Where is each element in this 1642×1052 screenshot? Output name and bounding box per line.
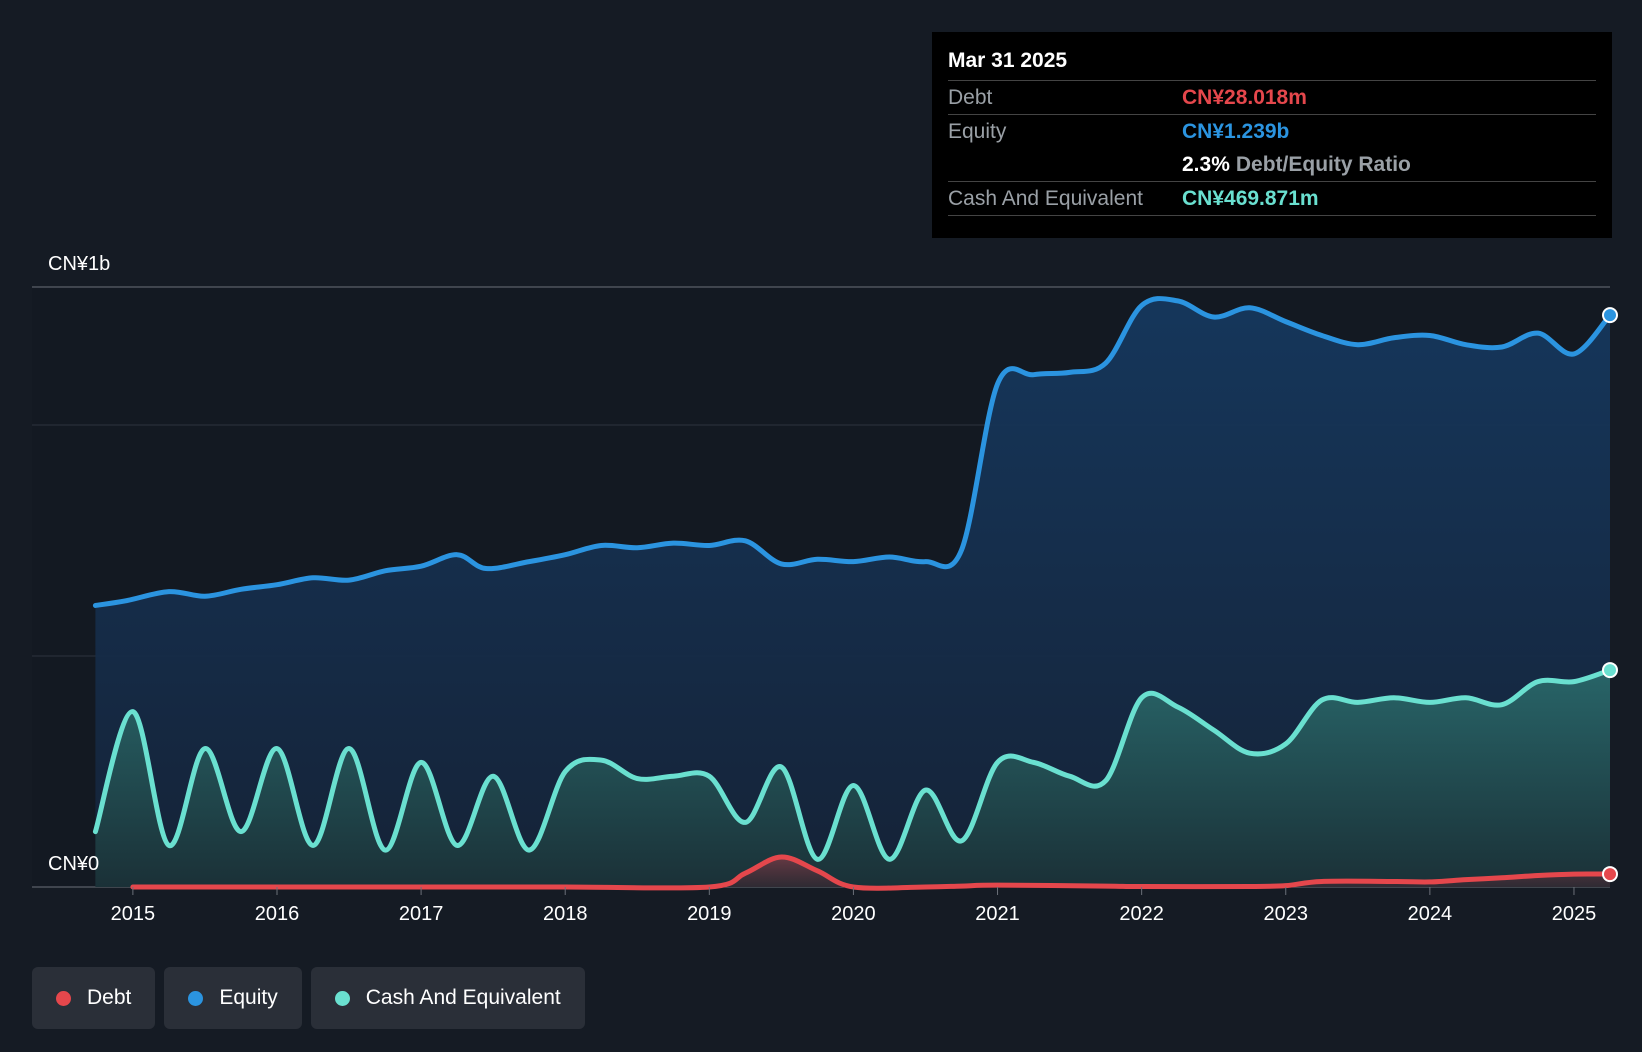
series-lines xyxy=(92,296,1613,891)
end-markers xyxy=(1602,307,1618,883)
x-tick-label: 2022 xyxy=(1119,903,1164,925)
y-axis-bottom-label: CN¥0 xyxy=(48,853,99,875)
tooltip-cash-label: Cash And Equivalent xyxy=(948,187,1143,210)
tooltip-ratio-value: 2.3% xyxy=(1182,153,1230,176)
legend-item-cash[interactable]: Cash And Equivalent xyxy=(310,967,585,1029)
equity-dot-icon xyxy=(188,990,204,1006)
equity-end-marker[interactable] xyxy=(1602,307,1618,324)
legend-label-equity: Equity xyxy=(219,986,278,1009)
debt-area xyxy=(132,856,1610,889)
chart-legend: Debt Equity Cash And Equivalent xyxy=(32,967,585,1029)
x-tick-label: 2025 xyxy=(1552,903,1597,925)
legend-item-equity[interactable]: Equity xyxy=(164,967,302,1029)
data-tooltip: Mar 31 2025 Debt CN¥28.018m Equity CN¥1.… xyxy=(932,32,1612,238)
tooltip-debt-value: CN¥28.018m xyxy=(1182,86,1307,109)
x-tick-label: 2016 xyxy=(255,903,300,925)
tooltip-cash-value: CN¥469.871m xyxy=(1182,187,1319,210)
legend-label-debt: Debt xyxy=(87,986,132,1009)
tooltip-date: Mar 31 2025 xyxy=(948,46,1596,81)
tooltip-equity-value: CN¥1.239b xyxy=(1182,120,1290,143)
x-tick-label: 2018 xyxy=(543,903,588,925)
x-tick-label: 2015 xyxy=(111,903,156,925)
debt-line xyxy=(130,854,1613,891)
tooltip-ratio-label: Debt/Equity Ratio xyxy=(1235,153,1411,176)
tooltip-debt-label: Debt xyxy=(948,86,993,109)
x-tick-label: 2021 xyxy=(975,903,1020,925)
tooltip-debt-row: Debt CN¥28.018m xyxy=(948,81,1596,115)
cash-line xyxy=(92,667,1613,862)
tooltip-cash-row: Cash And Equivalent CN¥469.871m xyxy=(948,182,1596,216)
x-tick-label: 2024 xyxy=(1408,903,1453,925)
debt-dot-icon xyxy=(56,990,71,1006)
legend-label-cash: Cash And Equivalent xyxy=(365,986,561,1009)
debt-end-marker[interactable] xyxy=(1602,866,1618,883)
equity-area xyxy=(95,298,1611,887)
equity-line xyxy=(92,296,1613,608)
series-areas xyxy=(95,298,1611,889)
tooltip-equity-label: Equity xyxy=(948,120,1007,143)
x-tick-label: 2020 xyxy=(831,903,876,925)
x-tick-label: 2023 xyxy=(1264,903,1309,925)
x-axis-ticks: 2015 2016 2017 2018 2019 2020 2021 2022 2023 2024… xyxy=(111,887,1597,925)
legend-item-debt[interactable]: Debt xyxy=(32,967,156,1029)
y-axis-top-label: CN¥1b xyxy=(48,253,110,275)
cash-dot-icon xyxy=(334,990,350,1006)
cash-area xyxy=(95,670,1611,887)
x-tick-label: 2019 xyxy=(687,903,732,925)
x-tick-label: 2017 xyxy=(399,903,444,925)
tooltip-ratio-row: 2.3% Debt/Equity Ratio xyxy=(948,148,1596,182)
tooltip-equity-row: Equity CN¥1.239b xyxy=(948,115,1596,148)
cash-end-marker[interactable] xyxy=(1602,662,1618,679)
